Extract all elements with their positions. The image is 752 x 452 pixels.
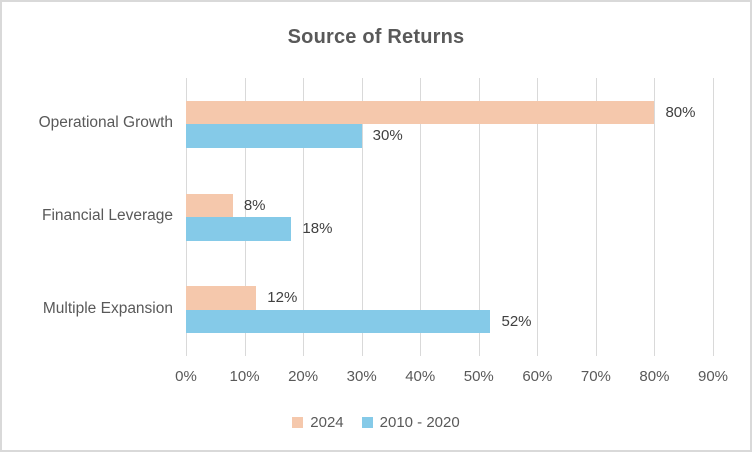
gridline xyxy=(478,78,480,356)
bar-2024 xyxy=(186,193,233,217)
data-label: 30% xyxy=(372,127,403,145)
category-label: Operational Growth xyxy=(38,114,173,132)
chart-title: Source of Returns xyxy=(287,26,465,48)
x-axis-tick-label: 90% xyxy=(697,368,729,385)
x-axis-tick-label: 60% xyxy=(522,368,553,385)
plot-area: 80% 30% 8% 18% 12% 52% xyxy=(186,78,714,356)
x-axis-tick-label: 80% xyxy=(639,368,670,385)
x-axis-tick-label: 10% xyxy=(229,368,260,385)
legend-item: 2024 xyxy=(292,414,344,431)
x-axis-tick-label: 70% xyxy=(580,368,611,385)
gridline xyxy=(654,78,656,356)
bar-2010-2020 xyxy=(186,217,292,241)
bar-2010-2020 xyxy=(186,124,362,148)
gridline xyxy=(420,78,422,356)
data-label: 18% xyxy=(302,220,333,237)
x-axis-tick-label: 50% xyxy=(463,368,494,385)
x-axis-tick-label: 0% xyxy=(175,368,197,385)
legend-swatch xyxy=(361,417,373,428)
category-label: Multiple Expansion xyxy=(42,299,173,317)
legend-label: 2010 - 2020 xyxy=(379,414,460,431)
bar-2024 xyxy=(186,286,257,310)
data-label: 52% xyxy=(501,312,532,330)
gridline xyxy=(303,78,305,356)
x-axis-tick-label: 30% xyxy=(346,368,377,385)
x-axis-tick-label: 40% xyxy=(405,368,436,385)
data-label: 12% xyxy=(267,289,298,307)
gridline xyxy=(361,78,363,356)
bar-2010-2020 xyxy=(186,309,491,334)
gridline xyxy=(595,78,597,356)
legend-item: 2010 - 2020 xyxy=(361,414,460,431)
legend-swatch xyxy=(292,417,304,428)
x-axis-tick-label: 20% xyxy=(288,368,319,385)
chart-legend: 2024 2010 - 2020 xyxy=(2,414,750,431)
gridline xyxy=(537,78,539,356)
data-label: 8% xyxy=(243,196,266,214)
data-label: 80% xyxy=(665,103,696,121)
category-label: Financial Leverage xyxy=(42,207,173,224)
bar-2024 xyxy=(186,100,655,125)
legend-label: 2024 xyxy=(310,414,344,431)
gridline xyxy=(713,78,714,356)
